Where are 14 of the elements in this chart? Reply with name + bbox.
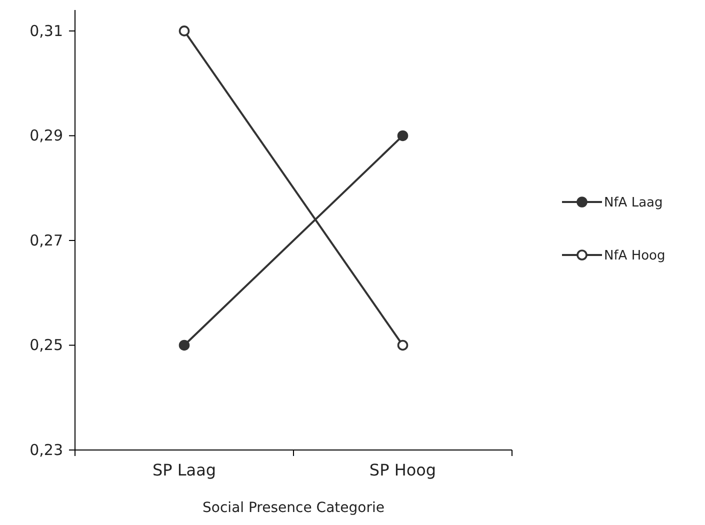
- x-tick-label: SP Hoog: [369, 460, 436, 480]
- y-tick-label: 0,29: [30, 126, 63, 145]
- point: [178, 340, 190, 351]
- point: [397, 340, 408, 351]
- legend-label: NfA Hoog: [604, 248, 666, 264]
- point: [178, 26, 190, 36]
- y-tick-label: 0,25: [30, 336, 63, 354]
- y-tick-label: 0,27: [30, 231, 63, 250]
- legend-label: NfA Laag: [604, 196, 663, 211]
- x-tick-label: SP Laag: [152, 460, 216, 480]
- point: [397, 130, 408, 142]
- y-tick-label: 0,31: [30, 22, 63, 40]
- x-axis-title: Social Presence Categorie: [202, 500, 384, 516]
- y-tick-label: 0,23: [30, 440, 63, 459]
